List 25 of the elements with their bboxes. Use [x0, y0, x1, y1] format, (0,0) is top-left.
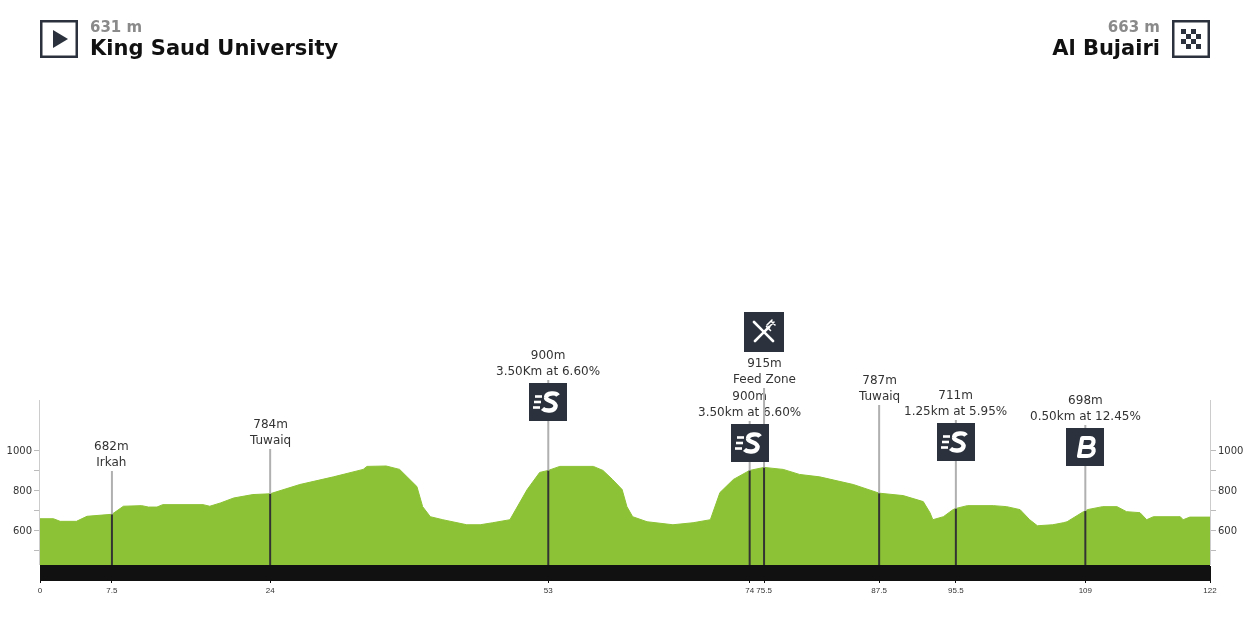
annotation: 787m Tuwaiq: [858, 373, 901, 403]
annotation: 900m 3.50Km at 6.60%: [496, 348, 601, 378]
x-tick-label: 75.5: [756, 585, 773, 595]
x-tick-label: 74: [745, 585, 755, 595]
x-tick-label: 0: [37, 585, 43, 595]
y-tick-label: 800: [12, 485, 32, 497]
annotation: 784m Tuwaiq: [249, 417, 292, 447]
x-tick-label: 24: [265, 585, 276, 595]
y2-tick-label: 600: [1218, 525, 1238, 537]
annotation: 711m 1.25km at 5.95%: [904, 388, 1008, 418]
text: 631 m King Saud University: [90, 18, 339, 60]
y2-tick-label: 800: [1218, 485, 1238, 497]
annotation: 698m 0.50km at 12.45%: [1030, 393, 1141, 423]
x-tick-label: 53: [543, 585, 554, 595]
x-tick-label: 87.5: [871, 585, 888, 595]
annotation: 915m Feed Zone: [733, 356, 796, 386]
text: 663 m Al Bujairi: [1052, 18, 1160, 60]
annotation: 682m Irkah: [94, 439, 129, 469]
x-tick-label: 7.5: [106, 585, 119, 595]
y2-tick-label: 1000: [1218, 444, 1244, 456]
y-tick-label: 1000: [6, 444, 32, 456]
x-tick-label: 95.5: [948, 585, 965, 595]
y-tick-label: 600: [12, 525, 32, 537]
x-tick-label: 122: [1203, 585, 1218, 595]
x-tick-label: 109: [1078, 585, 1093, 595]
